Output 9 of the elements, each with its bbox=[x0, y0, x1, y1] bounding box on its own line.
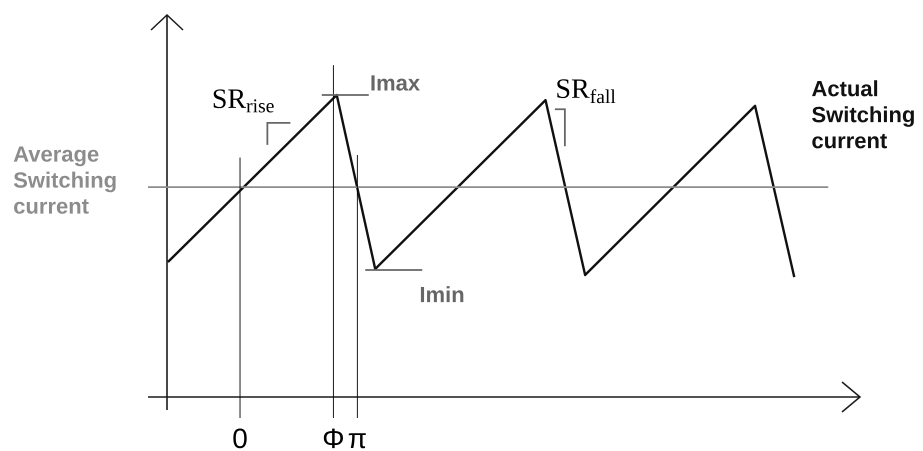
annotation: SR$_{rise}$ bbox=[214, 89, 274, 112]
annotation: Imin bbox=[420, 286, 464, 302]
ref-line-label: Average Switching current bbox=[14, 146, 116, 214]
x-tick-label: 0 bbox=[233, 428, 247, 448]
text: Actual Switching current bbox=[812, 80, 914, 148]
annotation: SR$_{fall}$ bbox=[557, 79, 616, 104]
x-tick-label: π bbox=[348, 433, 366, 448]
x-tick-label: Φ bbox=[324, 428, 343, 448]
annotation: Imax bbox=[371, 75, 420, 91]
